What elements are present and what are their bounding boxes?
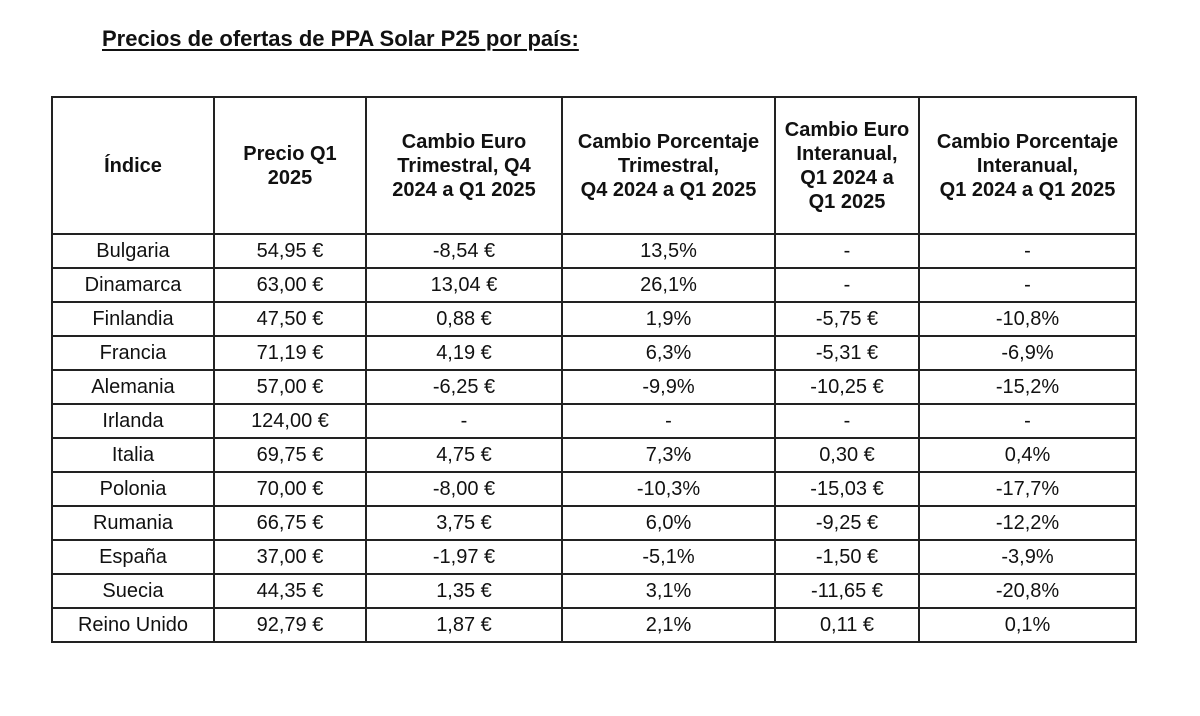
country-cell: Irlanda (51, 403, 215, 439)
table-row: Rumania 66,75 €3,75 €6,0% -9,25 € -12,2% (51, 505, 1137, 541)
column-header-cambio-porcentaje-trimestral: Cambio Porcentaje Trimestral, Q4 2024 a … (561, 96, 776, 235)
column-header-precio: Precio Q1 2025 (213, 96, 367, 235)
euro-change-quarter-cell: -6,25 € (365, 369, 563, 405)
percent-change-quarter-cell: -10,3% (561, 471, 776, 507)
price-cell: 47,50 € (213, 301, 367, 337)
table-row: Francia 71,19 €4,19 €6,3% -5,31 € -6,9% (51, 335, 1137, 371)
column-header-indice: Índice (51, 96, 215, 235)
table-row: Italia 69,75 €4,75 €7,3% 0,30 €0,4% (51, 437, 1137, 473)
column-header-cambio-porcentaje-interanual: Cambio Porcentaje Interanual, Q1 2024 a … (918, 96, 1137, 235)
percent-change-year-cell: -12,2% (918, 505, 1137, 541)
table-row: Finlandia 47,50 €0,88 €1,9% -5,75 € -10,8% (51, 301, 1137, 337)
euro-change-year-cell: - (774, 403, 920, 439)
euro-change-year-cell: - (774, 267, 920, 303)
percent-change-year-cell: 0,4% (918, 437, 1137, 473)
percent-change-quarter-cell: 7,3% (561, 437, 776, 473)
country-cell: Francia (51, 335, 215, 371)
euro-change-quarter-cell: 1,35 € (365, 573, 563, 609)
price-cell: 37,00 € (213, 539, 367, 575)
euro-change-quarter-cell: 4,19 € (365, 335, 563, 371)
table-body: Bulgaria 54,95 € -8,54 €13,5% - - Dinamarca 63… (51, 233, 1137, 643)
percent-change-quarter-cell: -9,9% (561, 369, 776, 405)
euro-change-quarter-cell: 13,04 € (365, 267, 563, 303)
page-title: Precios de ofertas de PPA Solar P25 por … (102, 26, 579, 51)
country-cell: Suecia (51, 573, 215, 609)
euro-change-year-cell: - (774, 233, 920, 269)
percent-change-year-cell: -20,8% (918, 573, 1137, 609)
euro-change-year-cell: -11,65 € (774, 573, 920, 609)
euro-change-year-cell: 0,30 € (774, 437, 920, 473)
euro-change-quarter-cell: -8,00 € (365, 471, 563, 507)
column-header-cambio-euro-interanual: Cambio Euro Interanual, Q1 2024 a Q1 202… (774, 96, 920, 235)
percent-change-year-cell: -17,7% (918, 471, 1137, 507)
euro-change-quarter-cell: - (365, 403, 563, 439)
percent-change-quarter-cell: - (561, 403, 776, 439)
euro-change-year-cell: -10,25 € (774, 369, 920, 405)
euro-change-quarter-cell: 1,87 € (365, 607, 563, 643)
country-cell: Finlandia (51, 301, 215, 337)
price-cell: 71,19 € (213, 335, 367, 371)
euro-change-year-cell: 0,11 € (774, 607, 920, 643)
price-cell: 66,75 € (213, 505, 367, 541)
table-row: Suecia 44,35 €1,35 €3,1% -11,65 € -20,8% (51, 573, 1137, 609)
percent-change-year-cell: - (918, 403, 1137, 439)
euro-change-quarter-cell: 3,75 € (365, 505, 563, 541)
country-cell: Bulgaria (51, 233, 215, 269)
country-cell: Alemania (51, 369, 215, 405)
price-cell: 57,00 € (213, 369, 367, 405)
price-cell: 63,00 € (213, 267, 367, 303)
euro-change-quarter-cell: -8,54 € (365, 233, 563, 269)
table-row: Dinamarca 63,00 €13,04 €26,1% - - (51, 267, 1137, 303)
euro-change-year-cell: -5,75 € (774, 301, 920, 337)
percent-change-quarter-cell: -5,1% (561, 539, 776, 575)
percent-change-quarter-cell: 26,1% (561, 267, 776, 303)
euro-change-quarter-cell: 4,75 € (365, 437, 563, 473)
percent-change-quarter-cell: 6,0% (561, 505, 776, 541)
country-cell: Rumania (51, 505, 215, 541)
table-header-row: Índice Precio Q1 2025 Cambio Euro Trimes… (51, 96, 1137, 235)
table-row: Irlanda 124,00 € - - - - (51, 403, 1137, 439)
euro-change-year-cell: -15,03 € (774, 471, 920, 507)
euro-change-year-cell: -9,25 € (774, 505, 920, 541)
percent-change-year-cell: 0,1% (918, 607, 1137, 643)
percent-change-quarter-cell: 6,3% (561, 335, 776, 371)
euro-change-year-cell: -5,31 € (774, 335, 920, 371)
percent-change-quarter-cell: 3,1% (561, 573, 776, 609)
price-cell: 69,75 € (213, 437, 367, 473)
column-header-cambio-euro-trimestral: Cambio Euro Trimestral, Q4 2024 a Q1 202… (365, 96, 563, 235)
euro-change-quarter-cell: -1,97 € (365, 539, 563, 575)
country-cell: Polonia (51, 471, 215, 507)
percent-change-quarter-cell: 1,9% (561, 301, 776, 337)
percent-change-year-cell: - (918, 267, 1137, 303)
table-row: España 37,00 € -1,97 € -5,1% -1,50 € -3,9% (51, 539, 1137, 575)
price-cell: 54,95 € (213, 233, 367, 269)
price-cell: 44,35 € (213, 573, 367, 609)
percent-change-year-cell: -3,9% (918, 539, 1137, 575)
percent-change-year-cell: -10,8% (918, 301, 1137, 337)
price-cell: 124,00 € (213, 403, 367, 439)
table-row: Reino Unido 92,79 €1,87 €2,1% 0,11 €0,1% (51, 607, 1137, 643)
price-cell: 92,79 € (213, 607, 367, 643)
table-row: Alemania 57,00 € -6,25 € -9,9% -10,25 € -15,2… (51, 369, 1137, 405)
country-cell: Dinamarca (51, 267, 215, 303)
country-cell: España (51, 539, 215, 575)
percent-change-year-cell: -6,9% (918, 335, 1137, 371)
country-cell: Reino Unido (51, 607, 215, 643)
price-table: Índice Precio Q1 2025 Cambio Euro Trimes… (51, 96, 1137, 643)
euro-change-year-cell: -1,50 € (774, 539, 920, 575)
country-cell: Italia (51, 437, 215, 473)
price-cell: 70,00 € (213, 471, 367, 507)
percent-change-year-cell: - (918, 233, 1137, 269)
percent-change-quarter-cell: 2,1% (561, 607, 776, 643)
table-row: Bulgaria 54,95 € -8,54 €13,5% - - (51, 233, 1137, 269)
euro-change-quarter-cell: 0,88 € (365, 301, 563, 337)
table-row: Polonia 70,00 € -8,00 € -10,3% -15,03 € -17,7… (51, 471, 1137, 507)
percent-change-year-cell: -15,2% (918, 369, 1137, 405)
percent-change-quarter-cell: 13,5% (561, 233, 776, 269)
